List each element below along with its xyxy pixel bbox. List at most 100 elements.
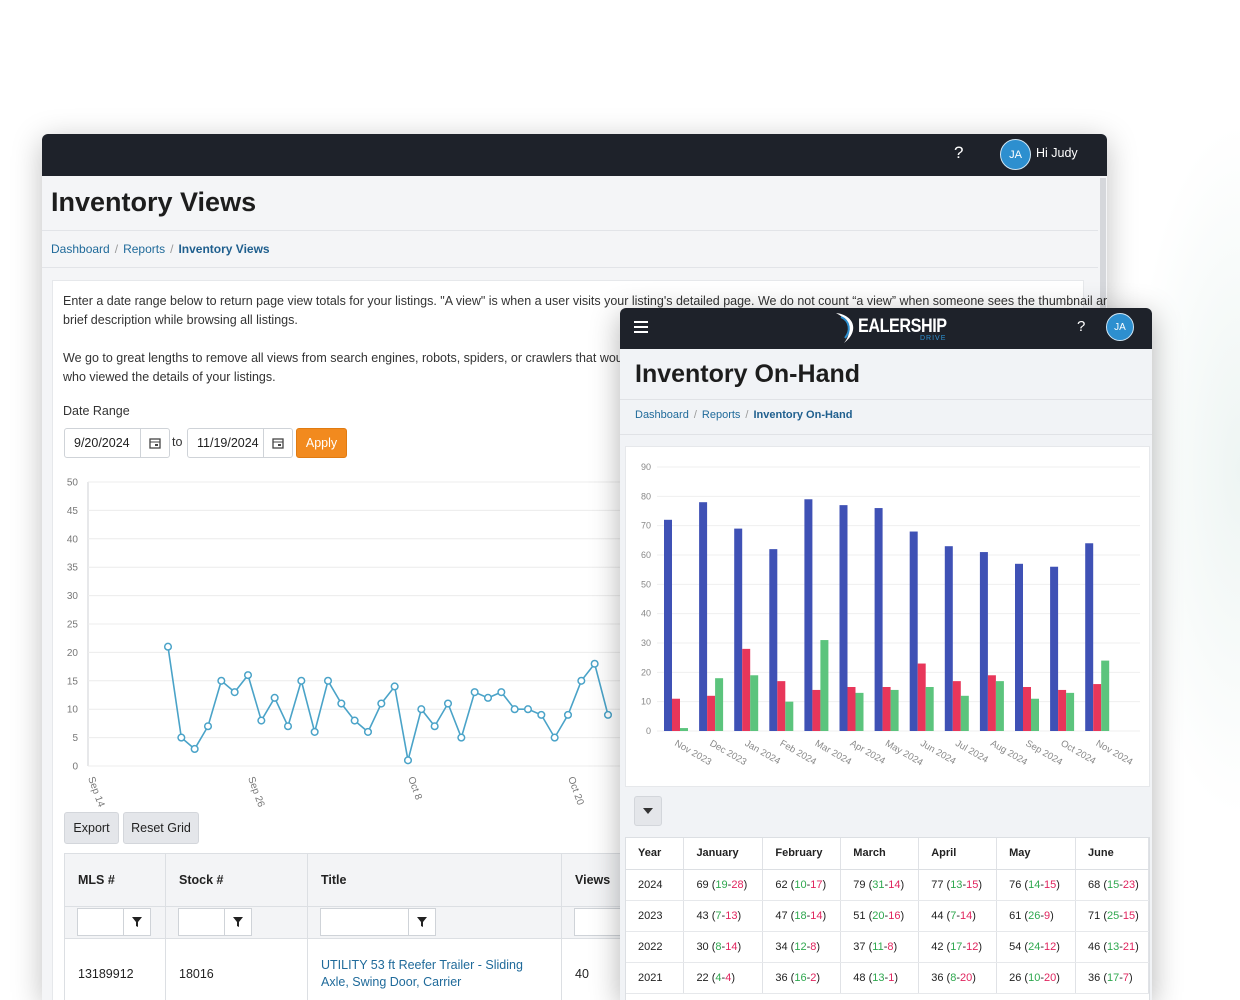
greeting[interactable]: Hi Judy xyxy=(1036,146,1078,160)
cell-part: 2022 xyxy=(638,940,663,953)
cell-part: 20 xyxy=(1044,971,1057,984)
cell-part: 30 xyxy=(696,940,709,953)
date-range-label: Date Range xyxy=(63,404,130,418)
filter-button[interactable] xyxy=(408,909,435,935)
data-point xyxy=(390,682,399,691)
help-icon[interactable]: ? xyxy=(1077,318,1086,335)
cell-part: 37 xyxy=(853,940,866,953)
data-point xyxy=(283,722,293,731)
breadcrumb-link[interactable]: Reports xyxy=(701,409,741,421)
x-tick-label: Oct 8 xyxy=(405,775,424,802)
cell-part: 31 xyxy=(872,878,885,891)
data-cell: 54 (24-12) xyxy=(996,931,1077,963)
cell-part: 14 xyxy=(959,909,973,922)
data-cell: 47 (18-14) xyxy=(762,900,842,932)
reset-grid-button[interactable]: Reset Grid xyxy=(123,812,199,844)
export-button[interactable]: Export xyxy=(64,812,119,844)
cell-part: - xyxy=(962,940,967,953)
data-point xyxy=(243,671,253,680)
cell-part: ) xyxy=(972,971,976,984)
chart-card xyxy=(625,446,1150,787)
cell-part: 2021 xyxy=(638,971,663,984)
cell-part: 62 xyxy=(775,878,788,891)
data-cell: 44 (7-14) xyxy=(918,900,998,932)
data-cell: 42 (17-12) xyxy=(918,931,998,963)
y-tick-label: 20 xyxy=(67,648,79,659)
data-cell: 51 (20-16) xyxy=(840,900,920,932)
divider xyxy=(620,399,1152,400)
cell-part: ) xyxy=(1135,878,1139,891)
cell-part: 16 xyxy=(794,971,807,984)
column-header: March xyxy=(840,838,920,870)
cell-part: ) xyxy=(1056,971,1060,984)
data-point xyxy=(323,676,333,685)
page-title: Inventory On-Hand xyxy=(635,360,861,388)
cell-part: 13 xyxy=(872,971,885,984)
note-line: We go to great lengths to remove all vie… xyxy=(63,351,647,365)
cell-part: ) xyxy=(978,878,983,891)
data-point xyxy=(417,705,426,714)
calendar-icon[interactable] xyxy=(140,429,169,457)
cell-part: ( xyxy=(787,940,795,953)
cell-part: - xyxy=(1119,971,1123,984)
logo-subtext: DRIVE xyxy=(920,335,947,342)
breadcrumb-link[interactable]: Dashboard xyxy=(51,242,110,256)
inventory-table: Year January February March April May June 2024… xyxy=(625,837,1150,1000)
breadcrumb: Dashboard / Reports / Inventory On-Hand xyxy=(635,409,853,421)
data-cell: 2023 xyxy=(626,900,685,932)
cell-part: ( xyxy=(787,878,795,891)
filter-button[interactable] xyxy=(224,909,251,935)
help-icon[interactable]: ? xyxy=(954,143,964,162)
cell-part: ( xyxy=(865,971,873,984)
cell-part: ( xyxy=(943,909,951,922)
cell-part: ) xyxy=(1056,940,1060,953)
cell-part: 61 xyxy=(1009,909,1022,922)
cell-part: 15 xyxy=(1122,909,1136,922)
data-cell: 2024 xyxy=(626,869,685,901)
cell-part: - xyxy=(1119,940,1123,953)
cell-part: ) xyxy=(737,940,742,953)
data-point xyxy=(563,710,573,719)
filter-button[interactable] xyxy=(123,909,150,935)
filter-input[interactable] xyxy=(178,908,252,936)
cell-part: ( xyxy=(865,909,873,922)
cell-part: 68 xyxy=(1088,878,1101,891)
data-cell: 2021 xyxy=(626,962,685,994)
y-tick-label: 30 xyxy=(67,591,79,602)
menu-icon[interactable] xyxy=(634,321,648,333)
intro-line: brief description while browsing all lis… xyxy=(63,313,298,327)
cell-part: 17 xyxy=(1107,971,1120,984)
cell-part: 48 xyxy=(853,971,866,984)
breadcrumb-link[interactable]: Dashboard xyxy=(635,409,689,421)
avatar[interactable]: JA xyxy=(1000,139,1031,170)
header-row: Year January February March April May June xyxy=(626,838,1149,870)
data-point xyxy=(297,676,306,685)
apply-button[interactable]: Apply xyxy=(296,428,347,458)
cell-part: ( xyxy=(1100,971,1107,984)
data-point xyxy=(337,699,346,708)
filter-input[interactable] xyxy=(77,908,151,936)
cell-part: ) xyxy=(816,971,821,984)
to-label: to xyxy=(172,435,183,449)
top-bar: ? JA Hi Judy xyxy=(42,134,1107,176)
calendar-icon[interactable] xyxy=(263,429,292,457)
data-point xyxy=(163,642,173,651)
filter-input[interactable] xyxy=(320,908,436,936)
cell-part: - xyxy=(1040,878,1045,891)
cell-part: ( xyxy=(1021,878,1029,891)
dropdown-button[interactable] xyxy=(634,796,662,826)
cell-part: 15 xyxy=(1107,878,1120,891)
x-tick-label: Oct 20 xyxy=(565,775,586,807)
filter-icon xyxy=(417,917,427,927)
avatar[interactable]: JA xyxy=(1106,313,1134,341)
date-to-input[interactable]: 11/19/2024 xyxy=(187,428,293,458)
date-from-input[interactable]: 9/20/2024 xyxy=(64,428,170,458)
cell-part: ( xyxy=(708,940,716,953)
data-point xyxy=(497,688,506,697)
breadcrumb-link[interactable]: Reports xyxy=(123,242,166,256)
cell-part: 34 xyxy=(775,940,788,953)
cell-part: 14 xyxy=(810,909,823,922)
data-row: 2023 43 (7-13) 47 (18-14) 51 (20-16) 44 (7-1… xyxy=(626,900,1149,932)
cell-part: 15 xyxy=(1044,878,1057,891)
